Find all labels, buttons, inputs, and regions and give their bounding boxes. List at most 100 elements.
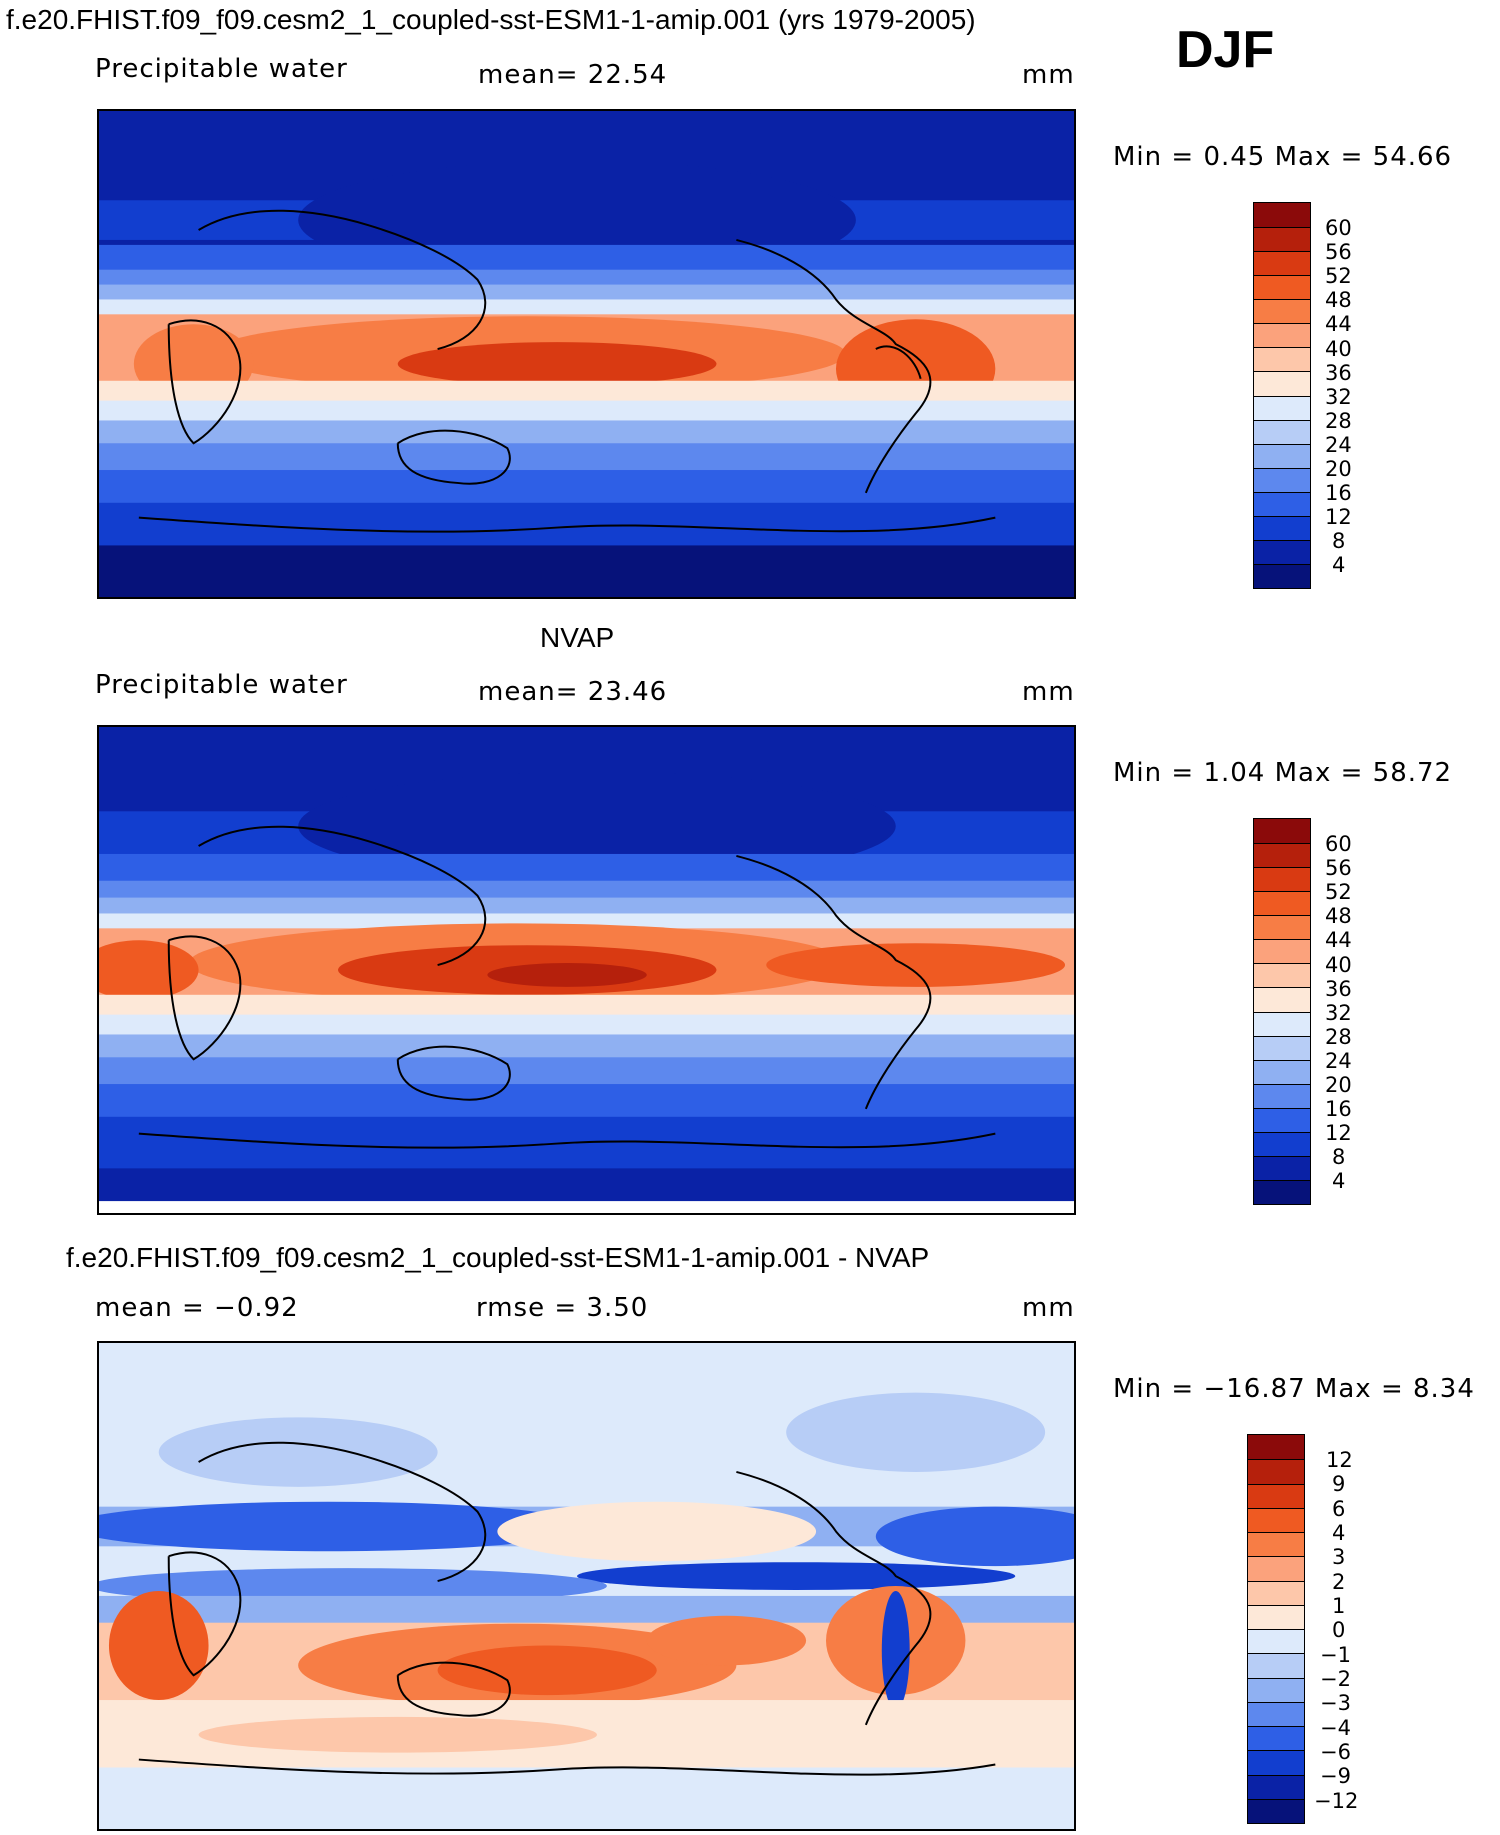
minmax-label: Min = 0.45 Max = 54.66 — [1113, 142, 1453, 172]
colorbar-tick: −3 — [1320, 1691, 1351, 1715]
colorbar-tick: 28 — [1325, 409, 1352, 433]
colorbar-segment — [1254, 867, 1310, 892]
colorbar-segment — [1254, 891, 1310, 916]
colorbar-segment — [1254, 347, 1310, 372]
colorbar-segment — [1254, 1011, 1310, 1036]
units-label: mm — [1022, 1293, 1075, 1323]
colorbar-tick: 8 — [1332, 1145, 1346, 1169]
colorbar-tick: −2 — [1320, 1667, 1351, 1691]
colorbar-tick: 24 — [1325, 433, 1352, 457]
colorbar-segment — [1254, 963, 1310, 988]
colorbar-segment — [1254, 843, 1310, 868]
colorbar-tick: −6 — [1320, 1740, 1351, 1764]
colorbar-tick: 20 — [1325, 457, 1352, 481]
rmse-label: rmse = 3.50 — [476, 1293, 649, 1323]
colorbar-tick: −9 — [1320, 1764, 1351, 1788]
colorbar-segment — [1254, 1179, 1310, 1204]
colorbar-segment — [1248, 1629, 1304, 1654]
colorbar-tick: 4 — [1332, 1169, 1346, 1193]
colorbar-tick: −1 — [1320, 1643, 1351, 1667]
colorbar-segment — [1248, 1483, 1304, 1508]
colorbar-segment — [1248, 1435, 1304, 1460]
colorbar-segment — [1248, 1580, 1304, 1605]
colorbar-segment — [1254, 323, 1310, 348]
colorbar-segment — [1254, 227, 1310, 252]
colorbar-tick: 16 — [1325, 1097, 1352, 1121]
colorbar-tick: 6 — [1332, 1497, 1346, 1521]
units-label: mm — [1022, 677, 1075, 707]
colorbar-tick: 44 — [1325, 312, 1352, 336]
mean-label: mean= 23.46 — [478, 677, 668, 707]
colorbar-tick: 4 — [1332, 553, 1346, 577]
colorbar-segment — [1254, 491, 1310, 516]
colorbar-tick: 36 — [1325, 361, 1352, 385]
variable-label: Precipitable water — [95, 54, 348, 84]
colorbar-tick: 40 — [1325, 953, 1352, 977]
colorbar-segment — [1254, 395, 1310, 420]
colorbar-segment — [1254, 1107, 1310, 1132]
colorbar-segment — [1254, 467, 1310, 492]
colorbar-segment — [1254, 515, 1310, 540]
colorbar-tick: 56 — [1325, 856, 1352, 880]
colorbar-segment — [1254, 203, 1310, 228]
colorbar-segment — [1248, 1604, 1304, 1629]
colorbar-segment — [1254, 819, 1310, 844]
colorbar-tick: 52 — [1325, 264, 1352, 288]
mean-label: mean= 22.54 — [478, 60, 668, 90]
colorbar-tick: 12 — [1325, 1121, 1352, 1145]
colorbar-segment — [1248, 1532, 1304, 1557]
map-obs — [97, 725, 1076, 1215]
units-label: mm — [1022, 60, 1075, 90]
colorbar-model — [1253, 202, 1311, 589]
colorbar-tick: 52 — [1325, 880, 1352, 904]
colorbar-segment — [1254, 299, 1310, 324]
colorbar-segment — [1248, 1798, 1304, 1823]
variable-label: Precipitable water — [95, 670, 348, 700]
colorbar-segment — [1254, 1059, 1310, 1084]
colorbar-tick: 56 — [1325, 240, 1352, 264]
colorbar-segment — [1248, 1774, 1304, 1799]
colorbar-segment — [1248, 1507, 1304, 1532]
colorbar-tick: 4 — [1332, 1521, 1346, 1545]
colorbar-segment — [1254, 371, 1310, 396]
panel-title: f.e20.FHIST.f09_f09.cesm2_1_coupled-sst-… — [66, 1242, 930, 1273]
colorbar-tick: 0 — [1332, 1618, 1346, 1642]
mean-label: mean = −0.92 — [95, 1293, 299, 1323]
colorbar-segment — [1248, 1750, 1304, 1775]
panel-title: NVAP — [540, 622, 615, 653]
colorbar-tick: 48 — [1325, 288, 1352, 312]
colorbar-tick: 24 — [1325, 1049, 1352, 1073]
colorbar-obs — [1253, 818, 1311, 1205]
colorbar-tick: 44 — [1325, 928, 1352, 952]
colorbar-segment — [1248, 1677, 1304, 1702]
colorbar-segment — [1254, 539, 1310, 564]
season-label: DJF — [1176, 21, 1275, 79]
colorbar-tick: 16 — [1325, 481, 1352, 505]
colorbar-tick: 2 — [1332, 1570, 1346, 1594]
colorbar-tick: 60 — [1325, 832, 1352, 856]
colorbar-segment — [1254, 987, 1310, 1012]
colorbar-segment — [1254, 939, 1310, 964]
case-title: f.e20.FHIST.f09_f09.cesm2_1_coupled-sst-… — [6, 4, 976, 35]
colorbar-tick: 40 — [1325, 337, 1352, 361]
colorbar-segment — [1248, 1726, 1304, 1751]
colorbar-segment — [1254, 419, 1310, 444]
colorbar-tick: 60 — [1325, 216, 1352, 240]
colorbar-tick: −12 — [1314, 1789, 1359, 1813]
colorbar-diff — [1247, 1434, 1305, 1824]
colorbar-segment — [1254, 1155, 1310, 1180]
map-model — [97, 109, 1076, 599]
colorbar-tick: 32 — [1325, 1001, 1352, 1025]
colorbar-segment — [1254, 443, 1310, 468]
colorbar-segment — [1254, 915, 1310, 940]
colorbar-tick: −4 — [1320, 1716, 1351, 1740]
colorbar-tick: 20 — [1325, 1073, 1352, 1097]
colorbar-tick: 8 — [1332, 529, 1346, 553]
colorbar-tick: 12 — [1325, 505, 1352, 529]
colorbar-tick: 1 — [1332, 1594, 1346, 1618]
colorbar-segment — [1254, 1083, 1310, 1108]
colorbar-tick: 28 — [1325, 1025, 1352, 1049]
minmax-label: Min = −16.87 Max = 8.34 — [1113, 1374, 1475, 1404]
colorbar-tick: 12 — [1326, 1448, 1353, 1472]
colorbar-segment — [1248, 1653, 1304, 1678]
